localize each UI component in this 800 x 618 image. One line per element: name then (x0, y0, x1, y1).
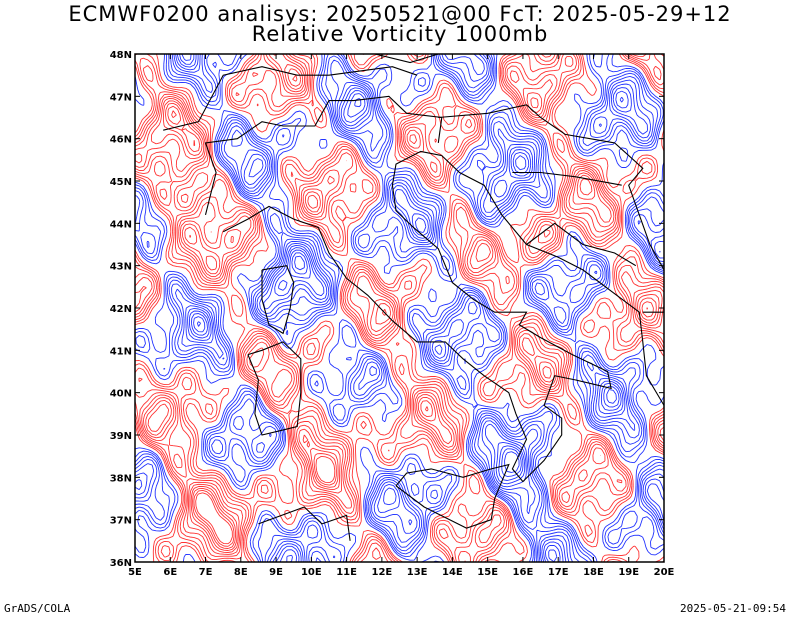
chart-subtitle: Relative Vorticity 1000mb (251, 22, 549, 46)
lon-tick-label: 16E (513, 567, 534, 578)
coastline-segment (258, 506, 351, 541)
negative-vorticity-contour (181, 54, 624, 562)
lon-tick-label: 19E (618, 567, 639, 578)
lon-tick-label: 9E (269, 567, 283, 578)
longitude-axis: 5E 6E 7E 8E 9E 10E 11E 12E 13E 14E 15E 16E 17E 18E 19E… (128, 54, 675, 578)
coastline-segment (204, 95, 443, 216)
lon-tick-label: 11E (336, 567, 357, 578)
positive-vorticity-contour (147, 68, 657, 549)
negative-vorticity-contour (135, 54, 664, 562)
negative-vorticity-contour (179, 54, 661, 562)
lon-tick-label: 10E (301, 567, 322, 578)
lat-tick-label: 43N (110, 262, 132, 273)
lat-tick-label: 37N (110, 516, 132, 527)
lon-tick-label: 12E (371, 567, 392, 578)
lat-tick-label: 45N (110, 177, 132, 188)
positive-vorticity-contour (135, 54, 664, 562)
lon-tick-label: 13E (407, 567, 428, 578)
negative-vorticity-contour (135, 54, 664, 562)
lon-tick-label: 14E (442, 567, 463, 578)
vorticity-contours (135, 54, 664, 562)
lat-tick-label: 48N (110, 50, 132, 61)
lat-tick-label: 38N (110, 473, 132, 484)
chart-title: ECMWF0200 analisys: 20250521@00 FcT: 202… (68, 2, 732, 26)
negative-vorticity-contour (135, 54, 664, 562)
coastline-segment (374, 54, 439, 64)
lon-tick-label: 6E (163, 567, 177, 578)
positive-vorticity-contour (135, 54, 664, 562)
coastline-segment (261, 265, 295, 335)
negative-vorticity-contour (135, 54, 664, 562)
lat-tick-label: 46N (110, 135, 132, 146)
coastline (163, 54, 664, 541)
lon-tick-label: 7E (199, 567, 213, 578)
negative-vorticity-contour (135, 54, 664, 562)
positive-vorticity-contour (135, 54, 664, 562)
coastline-segment (526, 222, 637, 267)
lon-tick-label: 5E (128, 567, 142, 578)
footer-timestamp: 2025-05-21-09:54 (680, 602, 786, 615)
coastline-segment (438, 104, 664, 271)
lon-tick-label: 18E (583, 567, 604, 578)
footer-software-label: GrADS/COLA (4, 602, 71, 615)
coastline-segment (441, 155, 664, 406)
lon-tick-label: 15E (477, 567, 498, 578)
lon-tick-label: 20E (654, 567, 675, 578)
latitude-axis: 36N 37N 38N 39N 40N 41N 42N 43N 44N 45N 46N 47N 48N (110, 50, 664, 569)
lon-tick-label: 8E (234, 567, 248, 578)
positive-vorticity-contour (135, 54, 664, 562)
lat-tick-label: 40N (110, 389, 132, 400)
coastline-segment (512, 171, 622, 186)
coastline-segment (247, 341, 302, 436)
coastline-segment (163, 66, 418, 131)
lat-tick-label: 39N (110, 431, 132, 442)
negative-vorticity-contour (193, 97, 617, 562)
positive-vorticity-contour (135, 54, 664, 562)
lat-tick-label: 41N (110, 346, 132, 357)
lat-tick-label: 47N (110, 92, 132, 103)
coastline-segment (222, 150, 612, 483)
lat-tick-label: 36N (110, 558, 132, 569)
lat-tick-label: 42N (110, 304, 132, 315)
lon-tick-label: 17E (548, 567, 569, 578)
positive-vorticity-contour (145, 54, 660, 551)
positive-vorticity-contour (135, 54, 664, 562)
positive-vorticity-contour (171, 110, 649, 545)
coastline-segment (395, 463, 510, 529)
negative-vorticity-contour (135, 54, 664, 562)
lat-tick-label: 44N (110, 219, 132, 230)
negative-vorticity-contour (196, 255, 520, 473)
